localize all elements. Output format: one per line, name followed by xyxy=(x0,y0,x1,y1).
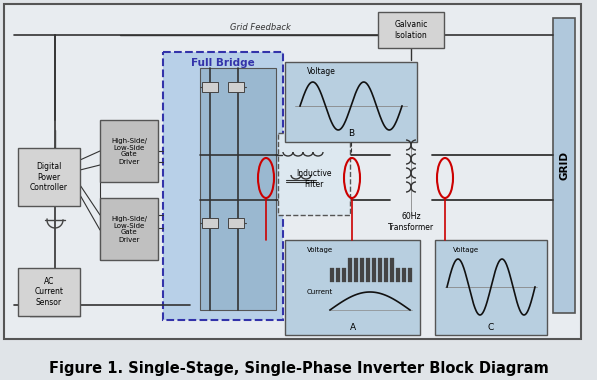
Bar xyxy=(348,258,352,282)
Bar xyxy=(202,218,218,228)
Bar xyxy=(402,268,405,282)
Bar xyxy=(553,18,575,313)
Bar xyxy=(408,268,411,282)
Bar xyxy=(100,198,158,260)
Text: Current: Current xyxy=(307,289,333,295)
Text: Figure 1. Single-Stage, Single-Phase Inverter Block Diagram: Figure 1. Single-Stage, Single-Phase Inv… xyxy=(48,361,549,375)
Bar xyxy=(390,258,393,282)
Text: Full Bridge: Full Bridge xyxy=(191,58,255,68)
Text: A: A xyxy=(349,323,356,331)
Text: Digital
Power
Controller: Digital Power Controller xyxy=(30,162,68,192)
Text: C: C xyxy=(488,323,494,331)
Bar xyxy=(342,268,346,282)
Text: Voltage: Voltage xyxy=(307,247,333,253)
Bar xyxy=(336,268,340,282)
Bar xyxy=(384,258,387,282)
Text: Inductive
Filter: Inductive Filter xyxy=(296,169,332,189)
Text: Voltage: Voltage xyxy=(307,68,336,76)
Text: Grid Feedback: Grid Feedback xyxy=(230,24,290,33)
Bar xyxy=(228,218,244,228)
Text: 60Hz
Transformer: 60Hz Transformer xyxy=(388,212,434,232)
Text: High-Side/
Low-Side
Gate
Driver: High-Side/ Low-Side Gate Driver xyxy=(111,138,147,165)
Bar xyxy=(330,268,334,282)
Text: Voltage: Voltage xyxy=(453,247,479,253)
Text: AC
Current
Sensor: AC Current Sensor xyxy=(35,277,63,307)
Bar xyxy=(4,4,581,339)
Bar xyxy=(202,82,218,92)
Bar xyxy=(372,258,376,282)
Bar xyxy=(228,82,244,92)
Text: Galvanic
Isolation: Galvanic Isolation xyxy=(394,20,427,40)
Bar xyxy=(378,258,381,282)
Bar xyxy=(285,62,417,142)
Bar xyxy=(354,258,358,282)
Bar xyxy=(18,268,80,316)
Bar xyxy=(396,268,399,282)
Bar xyxy=(360,258,364,282)
Bar xyxy=(285,240,420,335)
Text: B: B xyxy=(348,128,354,138)
Bar xyxy=(163,52,283,320)
Bar xyxy=(366,258,370,282)
Bar xyxy=(200,68,276,310)
Bar xyxy=(18,148,80,206)
Bar xyxy=(100,120,158,182)
Bar xyxy=(435,240,547,335)
Bar xyxy=(278,133,350,215)
Bar xyxy=(378,12,444,48)
Text: GRID: GRID xyxy=(559,150,569,179)
Text: High-Side/
Low-Side
Gate
Driver: High-Side/ Low-Side Gate Driver xyxy=(111,215,147,242)
